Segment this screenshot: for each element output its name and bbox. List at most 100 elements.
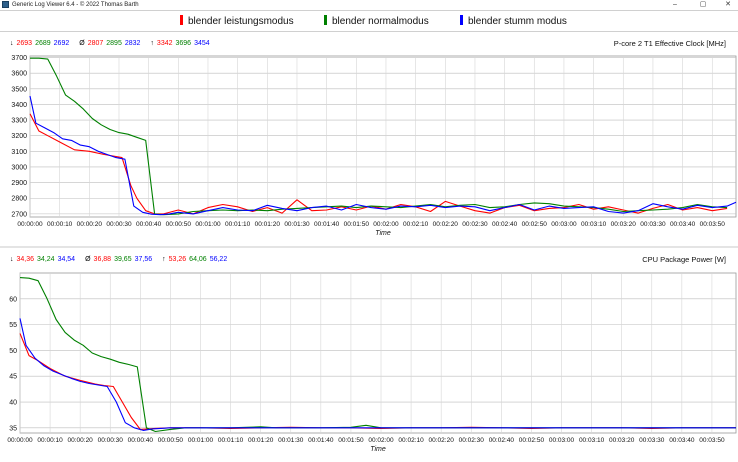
x-tick-label: 00:00:00 xyxy=(7,437,33,444)
y-tick-label: 3400 xyxy=(11,102,27,109)
avg-symbol: Ø xyxy=(85,256,91,263)
y-tick-label: 3500 xyxy=(11,86,27,93)
x-tick-label: 00:00:10 xyxy=(47,221,73,228)
x-tick-label: 00:02:50 xyxy=(522,221,548,228)
x-tick-label: 00:00:30 xyxy=(98,437,124,444)
y-tick-label: 3200 xyxy=(11,133,27,140)
x-tick-label: 00:02:10 xyxy=(403,221,429,228)
stat-value: 56,22 xyxy=(209,256,228,263)
legend-item-stumm-modus[interactable]: blender stumm modus xyxy=(460,15,567,29)
x-tick-label: 00:00:50 xyxy=(158,437,184,444)
minimize-button[interactable]: – xyxy=(673,1,677,8)
legend-label: blender stumm modus xyxy=(468,16,567,27)
x-tick-label: 00:02:30 xyxy=(462,221,488,228)
y-tick-label: 3000 xyxy=(11,164,27,171)
x-tick-label: 00:01:10 xyxy=(218,437,244,444)
min-symbol: ↓ xyxy=(10,40,14,47)
y-tick-label: 3700 xyxy=(11,55,27,62)
x-tick-label: 00:02:40 xyxy=(492,221,518,228)
clock-panel-header: ↓ 2693 2689 2692 Ø 2807 2895 2832 ↑ 3342 3696 3454 … xyxy=(0,37,738,51)
x-tick-label: 00:03:20 xyxy=(611,221,637,228)
title-bar: Generic Log Viewer 6.4 - © 2022 Thomas B… xyxy=(0,0,738,10)
x-tick-label: 00:03:00 xyxy=(551,221,577,228)
x-tick-label: 00:01:20 xyxy=(255,221,281,228)
stat-value: 34,36 xyxy=(16,256,35,263)
stat-value: 3454 xyxy=(194,40,210,47)
x-tick-label: 00:03:40 xyxy=(670,221,696,228)
x-tick-label: 00:01:10 xyxy=(225,221,251,228)
legend-item-normalmodus[interactable]: blender normalmodus xyxy=(324,15,429,29)
y-tick-label: 40 xyxy=(9,400,17,407)
x-tick-label: 00:01:30 xyxy=(284,221,310,228)
plot-area xyxy=(29,55,737,218)
x-tick-label: 00:01:50 xyxy=(338,437,364,444)
stat-value: 2689 xyxy=(35,40,51,47)
y-tick-label: 60 xyxy=(9,296,17,303)
x-tick-label: 00:01:50 xyxy=(344,221,370,228)
y-tick-label: 2700 xyxy=(11,211,27,218)
panel-divider xyxy=(0,246,738,248)
x-tick-label: 00:01:30 xyxy=(278,437,304,444)
x-tick-label: 00:03:10 xyxy=(579,437,605,444)
x-tick-label: 00:02:40 xyxy=(489,437,515,444)
x-tick-label: 00:01:00 xyxy=(195,221,221,228)
stat-value: 3342 xyxy=(156,40,173,47)
x-tick-label: 00:00:40 xyxy=(136,221,162,228)
x-axis-label: Time xyxy=(370,446,386,453)
power-chart[interactable]: 35 40 45 50 55 60 00:00:00 00:00:10 00:00:20 00:0… xyxy=(0,267,738,460)
x-tick-label: 00:03:30 xyxy=(639,437,665,444)
window-title: Generic Log Viewer 6.4 - © 2022 Thomas B… xyxy=(12,2,139,8)
max-symbol: ↑ xyxy=(150,40,154,47)
x-tick-label: 00:03:40 xyxy=(669,437,695,444)
clock-chart[interactable]: 2700 2800 2900 3000 3100 3200 3300 3400 3500 3600… xyxy=(0,51,738,241)
x-tick-label: 00:00:50 xyxy=(166,221,192,228)
y-tick-label: 35 xyxy=(9,425,17,432)
y-tick-label: 45 xyxy=(9,374,17,381)
stat-value: 53,26 xyxy=(168,256,187,263)
stat-value: 2832 xyxy=(124,40,141,47)
legend-item-leistungsmodus[interactable]: blender leistungsmodus xyxy=(180,15,294,29)
stat-value: 2692 xyxy=(53,40,70,47)
power-stats: ↓ 34,36 34,24 34,54 Ø 36,88 39,65 37,56 ↑ 53,26 64… xyxy=(10,253,230,267)
x-tick-label: 00:02:00 xyxy=(373,221,399,228)
legend-swatch-green xyxy=(324,15,327,25)
x-tick-label: 00:02:20 xyxy=(429,437,455,444)
series-line xyxy=(29,95,737,216)
x-tick-label: 00:02:30 xyxy=(459,437,485,444)
x-tick-label: 00:02:20 xyxy=(433,221,459,228)
power-panel-header: ↓ 34,36 34,24 34,54 Ø 36,88 39,65 37,56 ↑ 53,26 64… xyxy=(0,253,738,267)
stat-value: 34,54 xyxy=(57,256,76,263)
x-tick-label: 00:00:00 xyxy=(17,221,43,228)
close-button[interactable]: ✕ xyxy=(725,1,731,8)
y-tick-label: 3100 xyxy=(11,149,27,156)
stat-value: 2693 xyxy=(16,40,33,47)
x-tick-label: 00:02:10 xyxy=(398,437,424,444)
y-tick-label: 3300 xyxy=(11,118,27,125)
stat-value: 2807 xyxy=(87,40,104,47)
power-panel-title: CPU Package Power [W] xyxy=(642,255,726,264)
stat-value: 39,65 xyxy=(114,256,132,263)
y-tick-label: 2900 xyxy=(11,180,27,187)
x-tick-label: 00:03:50 xyxy=(699,437,725,444)
x-tick-label: 00:03:30 xyxy=(640,221,666,228)
x-tick-label: 00:01:40 xyxy=(314,221,340,228)
x-tick-label: 00:01:40 xyxy=(308,437,334,444)
x-tick-label: 00:00:10 xyxy=(37,437,63,444)
x-tick-label: 00:00:20 xyxy=(77,221,103,228)
stat-value: 64,06 xyxy=(189,256,207,263)
x-tick-label: 00:00:40 xyxy=(128,437,154,444)
legend-swatch-red xyxy=(180,15,183,25)
stat-value: 37,56 xyxy=(134,256,153,263)
max-symbol: ↑ xyxy=(162,256,166,263)
stat-value: 3696 xyxy=(175,40,192,47)
app-icon xyxy=(2,1,9,8)
stat-value: 2895 xyxy=(106,40,122,47)
legend-bar: blender leistungsmodus blender normalmod… xyxy=(0,10,738,32)
y-tick-label: 50 xyxy=(9,348,17,355)
legend-label: blender leistungsmodus xyxy=(188,16,294,27)
x-tick-label: 00:03:20 xyxy=(609,437,635,444)
stat-value: 34,24 xyxy=(37,256,55,263)
stat-value: 36,88 xyxy=(93,256,112,263)
maximize-button[interactable]: ▢ xyxy=(699,1,707,8)
x-tick-label: 00:00:30 xyxy=(106,221,132,228)
